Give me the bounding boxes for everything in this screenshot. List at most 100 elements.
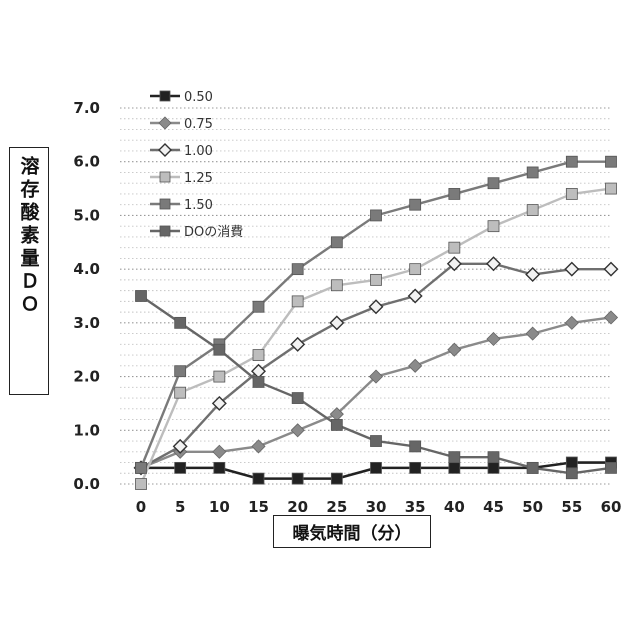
marker-square [566,457,577,468]
marker-square [371,210,382,221]
y-tick-label: 5.0 [73,206,100,224]
marker-square [527,205,538,216]
marker-square [253,350,264,361]
y-tick-label: 4.0 [73,260,100,278]
marker-square [488,452,499,463]
x-tick-label: 40 [444,498,465,516]
legend-label: 1.50 [184,198,213,213]
marker-square [175,366,186,377]
marker-square [449,188,460,199]
marker-square [160,91,170,101]
marker-square [488,178,499,189]
marker-square [410,264,421,275]
marker-square [292,264,303,275]
legend-item: 1.00 [150,144,213,159]
marker-diamond [565,316,578,329]
marker-diamond [526,327,539,340]
marker-square [292,296,303,307]
legend-item: 1.25 [150,171,213,186]
x-tick-label: 5 [175,498,185,516]
marker-square [253,301,264,312]
marker-square [527,167,538,178]
x-tick-labels: 051015202530354045505560 [136,498,622,516]
marker-diamond-open [526,268,539,281]
marker-square [566,188,577,199]
marker-square [214,344,225,355]
marker-square [253,376,264,387]
x-tick-label: 30 [366,498,387,516]
marker-diamond [252,440,265,453]
marker-square [527,462,538,473]
marker-square [488,462,499,473]
marker-diamond-open [605,263,618,276]
marker-diamond [409,359,422,372]
marker-square [292,473,303,484]
marker-square [410,441,421,452]
series-6 [136,291,617,479]
x-tick-label: 60 [601,498,622,516]
y-tick-labels: 0.01.02.03.04.05.06.07.0 [73,99,100,493]
legend-label: 1.25 [184,171,213,186]
legend-label: 0.50 [184,90,213,105]
x-tick-label: 45 [483,498,504,516]
marker-square [410,199,421,210]
x-tick-label: 20 [287,498,308,516]
marker-diamond-open [565,263,578,276]
y-tick-label: 6.0 [73,153,100,171]
marker-square [606,183,617,194]
legend-label: 1.00 [184,144,213,159]
x-tick-label: 50 [522,498,543,516]
y-axis-label: 溶存酸素量ＤＯ [10,156,48,317]
legend-label: 0.75 [184,117,213,132]
marker-square [214,371,225,382]
marker-square [136,462,147,473]
y-tick-label: 0.0 [73,475,100,493]
marker-square [371,436,382,447]
marker-square [160,172,170,182]
marker-diamond [448,343,461,356]
x-tick-label: 25 [326,498,347,516]
y-tick-label: 1.0 [73,421,100,439]
marker-diamond-open [487,257,500,270]
marker-diamond [487,332,500,345]
marker-square [371,274,382,285]
marker-square [449,462,460,473]
marker-square [175,462,186,473]
grid-lines [120,108,612,484]
marker-diamond-open [370,300,383,313]
x-axis-label: 曝気時間（分） [273,515,431,548]
y-tick-label: 3.0 [73,314,100,332]
x-tick-label: 0 [136,498,146,516]
legend-item: 1.50 [150,198,213,213]
marker-square [331,473,342,484]
marker-square [449,242,460,253]
marker-square [606,462,617,473]
marker-square [136,291,147,302]
y-tick-label: 7.0 [73,99,100,117]
marker-square [449,452,460,463]
marker-diamond-open [159,144,171,156]
marker-diamond [605,311,618,324]
marker-square [371,462,382,473]
marker-square [488,221,499,232]
marker-square [160,199,170,209]
marker-square [214,462,225,473]
legend: 0.50 0.75 1.00 1.25 1.50 DOの消費 [150,90,243,240]
marker-square [410,462,421,473]
legend-item: 0.50 [150,90,213,105]
x-tick-label: 35 [405,498,426,516]
legend-item: DOの消費 [150,225,243,240]
marker-square [175,317,186,328]
marker-diamond [213,445,226,458]
marker-square [160,226,170,236]
marker-diamond [291,424,304,437]
marker-diamond-open [330,316,343,329]
marker-square [606,156,617,167]
y-axis-label-box: 溶存酸素量ＤＯ [9,147,49,395]
legend-label: DOの消費 [184,225,243,240]
marker-square [175,387,186,398]
x-tick-label: 15 [248,498,269,516]
marker-square [331,280,342,291]
marker-square [566,468,577,479]
series-2 [135,311,618,474]
